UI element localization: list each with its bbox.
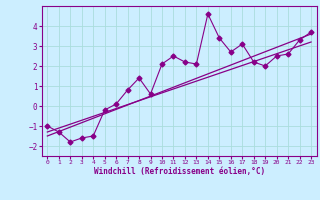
X-axis label: Windchill (Refroidissement éolien,°C): Windchill (Refroidissement éolien,°C) (94, 167, 265, 176)
